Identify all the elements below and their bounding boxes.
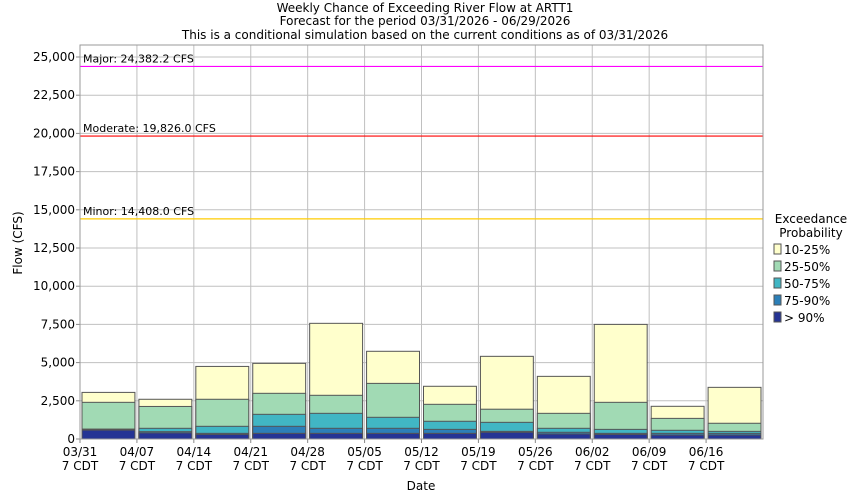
bar-90-06-09 (650, 434, 705, 440)
x-tick-sublabel: 7 CDT (631, 459, 668, 473)
x-tick-label: 04/07 (120, 445, 155, 459)
x-tick-label: 04/21 (233, 445, 268, 459)
x-tick-label: 05/05 (347, 445, 382, 459)
x-tick-label: 06/09 (632, 445, 667, 459)
x-tick-sublabel: 7 CDT (517, 459, 554, 473)
chart-title-line-3: This is a conditional simulation based o… (181, 28, 668, 42)
y-axis-label: Flow (CFS) (11, 211, 25, 274)
x-tick-label: 05/26 (518, 445, 553, 459)
x-tick-sublabel: 7 CDT (460, 459, 497, 473)
x-tick-sublabel: 7 CDT (233, 459, 270, 473)
bar-90-04-14 (195, 433, 250, 440)
x-tick-sublabel: 7 CDT (574, 459, 611, 473)
bar-90-05-19 (479, 431, 534, 440)
y-tick-label: 22,500 (33, 88, 75, 102)
legend-swatch (773, 311, 782, 323)
y-tick-label: 5,000 (41, 356, 75, 370)
x-tick-label: 06/02 (575, 445, 610, 459)
legend: Exceedance Probability 10-25% 25-50% 50-75… (773, 212, 847, 325)
threshold-label: Minor: 14,408.0 CFS (83, 205, 194, 218)
x-tick-sublabel: 7 CDT (62, 459, 99, 473)
y-tick-label: 25,000 (33, 50, 75, 64)
bar-90-06-02 (593, 433, 648, 440)
legend-title-line-2: Probability (779, 226, 842, 240)
x-tick-sublabel: 7 CDT (119, 459, 156, 473)
threshold-label: Moderate: 19,826.0 CFS (83, 122, 216, 135)
legend-label: 50-75% (784, 277, 830, 291)
y-tick-label: 17,500 (33, 165, 75, 179)
y-tick-label: 20,000 (33, 126, 75, 140)
x-axis-label: Date (407, 479, 436, 493)
legend-swatch (773, 277, 782, 289)
x-tick-label: 04/14 (177, 445, 212, 459)
legend-title-line-1: Exceedance (775, 212, 847, 226)
x-tick-label: 06/16 (689, 445, 724, 459)
chart-title-line-1: Weekly Chance of Exceeding River Flow at… (277, 1, 574, 15)
x-tick-label: 04/28 (290, 445, 325, 459)
bar-90-05-12 (423, 432, 477, 440)
x-tick-sublabel: 7 CDT (688, 459, 725, 473)
y-tick-label: 12,500 (33, 241, 75, 255)
x-tick-sublabel: 7 CDT (289, 459, 326, 473)
y-tick-label: 10,000 (33, 279, 75, 293)
legend-label: 10-25% (784, 243, 830, 257)
legend-swatch (773, 260, 782, 272)
bar-90-05-05 (366, 432, 421, 440)
legend-label: 75-90% (784, 294, 830, 308)
bar-90-04-07 (138, 432, 193, 440)
x-tick-sublabel: 7 CDT (346, 459, 383, 473)
plot-border (79, 44, 764, 440)
bar-90-04-28 (309, 432, 364, 440)
x-tick-label: 03/31 (63, 445, 98, 459)
x-tick-sublabel: 7 CDT (176, 459, 213, 473)
bar-90-03-31 (81, 429, 136, 440)
legend-swatch (773, 243, 782, 255)
y-tick-label: 7,500 (41, 317, 75, 331)
legend-label: > 90% (784, 311, 825, 325)
x-tick-label: 05/19 (461, 445, 496, 459)
legend-swatch (773, 294, 782, 306)
y-tick-label: 0 (67, 432, 75, 446)
x-tick-sublabel: 7 CDT (403, 459, 440, 473)
chart-title-line-2: Forecast for the period 03/31/2026 - 06/… (280, 14, 571, 28)
threshold-label: Major: 24,382.2 CFS (83, 52, 194, 65)
bar-90-05-26 (536, 433, 591, 440)
x-tick-label: 05/12 (404, 445, 439, 459)
bar-90-06-16 (707, 434, 762, 440)
legend-label: 25-50% (784, 260, 830, 274)
y-tick-label: 2,500 (41, 394, 75, 408)
bar-90-04-21 (252, 432, 307, 440)
y-tick-label: 15,000 (33, 203, 75, 217)
